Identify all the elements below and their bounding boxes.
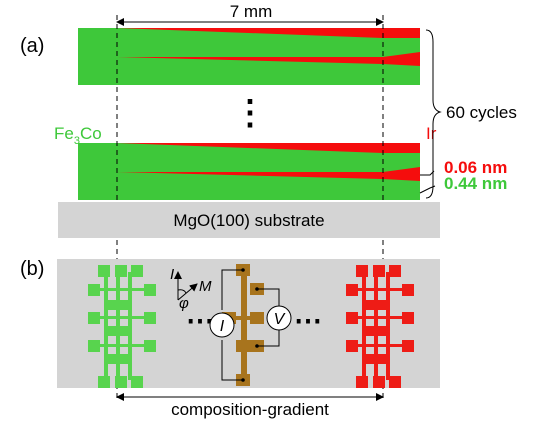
substrate-label: MgO(100) substrate xyxy=(173,211,324,230)
substrate xyxy=(58,202,440,238)
left-ellipsis: ⋯ xyxy=(186,305,214,336)
angle-label: φ xyxy=(179,295,189,312)
right-ellipsis: ⋯ xyxy=(294,305,322,336)
cycles-brace xyxy=(425,29,442,199)
top-layer-stack xyxy=(78,28,420,85)
composition-gradient-dimension: composition-gradient xyxy=(116,393,384,419)
cycles-label: 60 cycles xyxy=(446,103,517,122)
panel-b-label: (b) xyxy=(20,258,44,280)
current-source xyxy=(209,312,235,338)
green-hall-bar-device xyxy=(88,265,156,388)
ir-label: Ir xyxy=(426,124,437,143)
width-label: 7 mm xyxy=(230,2,273,21)
fe3co-label: Fe3Co xyxy=(54,124,102,147)
width-dimension: 7 mm xyxy=(116,2,384,26)
layer-repeat-ellipsis: ⋮ xyxy=(233,94,267,132)
composition-gradient-label: composition-gradient xyxy=(171,400,329,419)
panel-a-label: (a) xyxy=(20,35,44,57)
current-magnetization-axes: I φ M xyxy=(170,266,212,312)
magnetization-label: M xyxy=(199,278,212,295)
current-source-label: I xyxy=(220,318,225,335)
fe-thickness-callout: 0.44 nm xyxy=(419,174,507,194)
current-direction-label: I xyxy=(170,266,174,283)
ir-thickness-callout: 0.06 nm xyxy=(420,158,507,177)
bottom-layer-stack xyxy=(78,143,420,200)
ir-thickness-label: 0.06 nm xyxy=(444,158,507,177)
voltmeter-label: V xyxy=(274,311,286,328)
device-wafer xyxy=(57,259,440,388)
fe-thickness-label: 0.44 nm xyxy=(444,174,507,193)
measurement-circuit: I V xyxy=(209,269,292,381)
voltmeter xyxy=(266,305,292,331)
red-hall-bar-device xyxy=(346,265,414,388)
